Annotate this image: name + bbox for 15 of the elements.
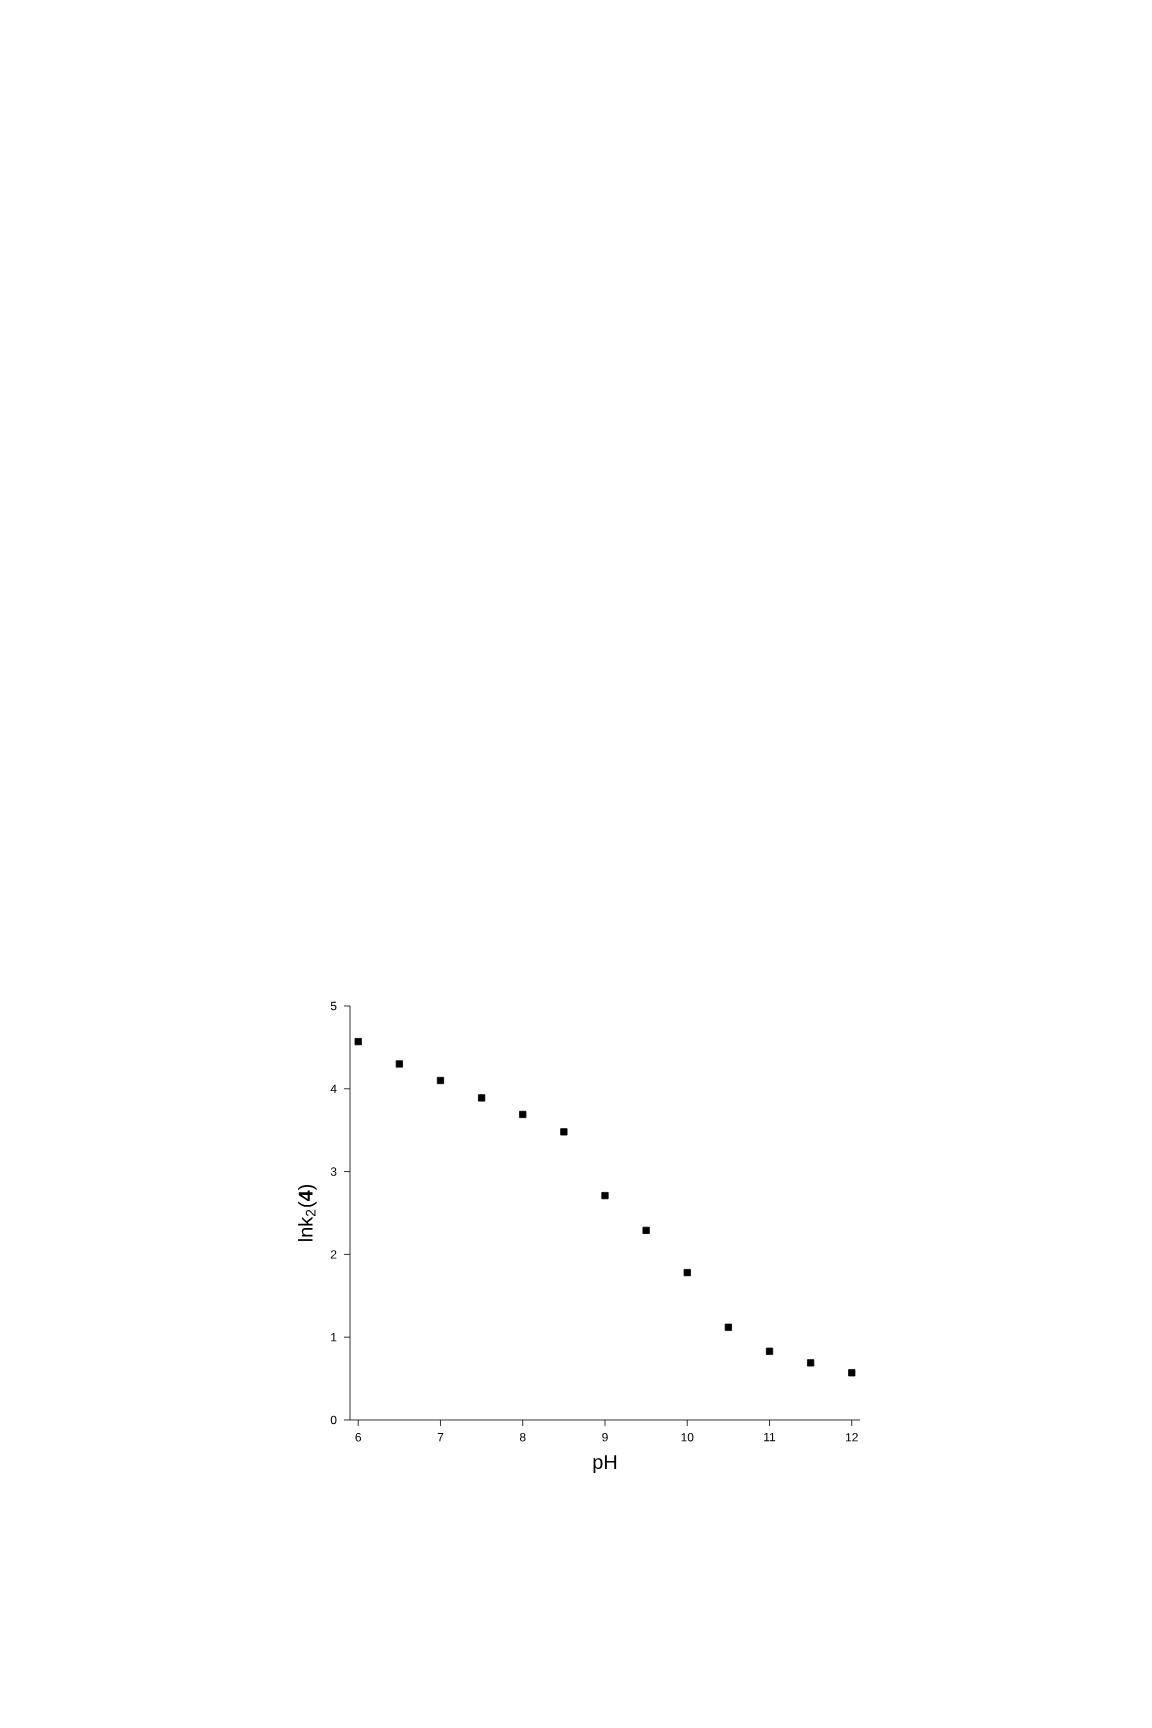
point <box>436 1076 445 1085</box>
point <box>765 1347 774 1355</box>
x-axis-title: pH <box>593 1455 617 1473</box>
y-axis-title: lnk$_{2}$(4) <box>298 1184 317 1241</box>
point <box>478 1094 486 1102</box>
point <box>848 1369 856 1377</box>
point <box>395 1060 403 1068</box>
point <box>560 1128 568 1136</box>
point <box>642 1226 650 1234</box>
point <box>683 1269 691 1277</box>
point <box>519 1110 527 1119</box>
point <box>807 1359 815 1367</box>
point <box>724 1323 732 1331</box>
point <box>601 1192 609 1200</box>
point <box>354 1037 362 1046</box>
